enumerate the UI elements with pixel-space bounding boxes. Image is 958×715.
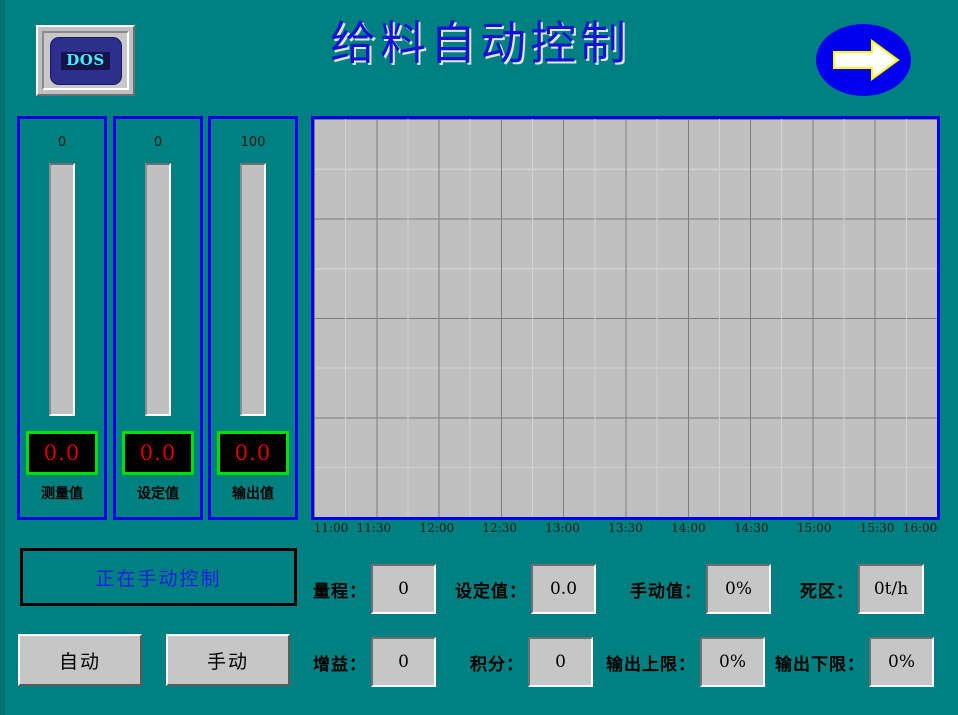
gauge-scale-max: 0 <box>57 135 67 150</box>
dos-button-label: DOS <box>61 51 110 70</box>
manual-mode-button[interactable]: 手动 <box>166 634 290 686</box>
status-banner: 正在手动控制 <box>20 548 297 606</box>
param-output-high-limit: 输出上限： 0% <box>606 637 765 687</box>
page-title: 给料自动控制 <box>330 16 630 70</box>
param-deadband-value[interactable]: 0t/h <box>858 564 924 614</box>
param-integral-label: 积分： <box>470 654 524 675</box>
gauge-bar-track <box>49 163 75 416</box>
param-deadband: 死区： 0t/h <box>800 564 924 614</box>
param-gain-label: 增益： <box>313 654 367 675</box>
param-output-high-limit-label: 输出上限： <box>606 654 696 675</box>
gauge-bar-track <box>240 163 266 416</box>
param-manual-value-value[interactable]: 0% <box>706 564 771 614</box>
gauge-panel-setpoint: 0 0.0 设定值 <box>113 116 203 520</box>
trend-chart-x-axis: 11:00 11:30 12:00 12:30 13:00 13:30 14:00 14:30… <box>311 521 940 539</box>
x-tick-label: 15:00 <box>796 521 832 535</box>
gauge-label-measured: 测量值 <box>41 486 83 502</box>
gauge-readout-output: 0.0 <box>217 431 289 475</box>
param-range-label: 量程： <box>313 581 367 602</box>
param-range-value[interactable]: 0 <box>371 564 436 614</box>
param-output-low-limit: 输出下限： 0% <box>775 637 934 687</box>
param-output-low-limit-value[interactable]: 0% <box>869 637 934 687</box>
param-output-low-limit-label: 输出下限： <box>775 654 865 675</box>
param-gain-value[interactable]: 0 <box>371 637 436 687</box>
param-manual-value: 手动值： 0% <box>630 564 771 614</box>
param-setpoint-label: 设定值： <box>455 581 527 602</box>
auto-mode-button[interactable]: 自动 <box>18 634 142 686</box>
x-tick-label: 12:00 <box>419 521 455 535</box>
param-setpoint: 设定值： 0.0 <box>455 564 596 614</box>
trend-chart-plot-area <box>314 119 937 517</box>
x-tick-label: 12:30 <box>482 521 517 535</box>
dos-terminal-icon: DOS <box>49 36 122 85</box>
param-range: 量程： 0 <box>313 564 436 614</box>
param-manual-value-label: 手动值： <box>630 581 702 602</box>
gauge-label-setpoint: 设定值 <box>137 486 179 502</box>
gauge-label-output: 输出值 <box>232 486 274 502</box>
x-tick-label: 14:30 <box>734 521 769 535</box>
param-deadband-label: 死区： <box>800 581 854 602</box>
x-tick-label: 13:00 <box>545 521 580 535</box>
gauge-scale-max: 100 <box>240 135 266 150</box>
gauge-panel-output: 100 0.0 输出值 <box>208 116 298 520</box>
x-tick-label: 16:00 <box>902 521 938 535</box>
gauge-readout-setpoint: 0.0 <box>122 431 194 475</box>
param-setpoint-value[interactable]: 0.0 <box>531 564 596 614</box>
gauge-scale-max: 0 <box>153 135 163 150</box>
screen-left-edge <box>0 0 5 715</box>
x-tick-label: 13:30 <box>608 521 643 535</box>
x-tick-label: 14:00 <box>671 521 706 535</box>
gauge-bar-track <box>145 163 171 416</box>
param-gain: 增益： 0 <box>313 637 436 687</box>
x-tick-label: 15:30 <box>859 521 895 535</box>
status-text: 正在手动控制 <box>95 567 222 590</box>
x-tick-label: 11:30 <box>356 521 392 535</box>
x-tick-label: 11:00 <box>313 521 349 535</box>
trend-chart[interactable] <box>311 116 940 520</box>
dos-button[interactable]: DOS <box>36 25 135 96</box>
param-output-high-limit-value[interactable]: 0% <box>700 637 765 687</box>
next-page-button[interactable] <box>816 24 911 96</box>
dos-button-bezel: DOS <box>42 31 129 90</box>
gauge-panel-measured: 0 0.0 测量值 <box>17 116 107 520</box>
gauge-readout-measured: 0.0 <box>26 431 98 475</box>
param-integral-value[interactable]: 0 <box>528 637 593 687</box>
param-integral: 积分： 0 <box>470 637 593 687</box>
arrow-right-icon <box>816 24 911 96</box>
